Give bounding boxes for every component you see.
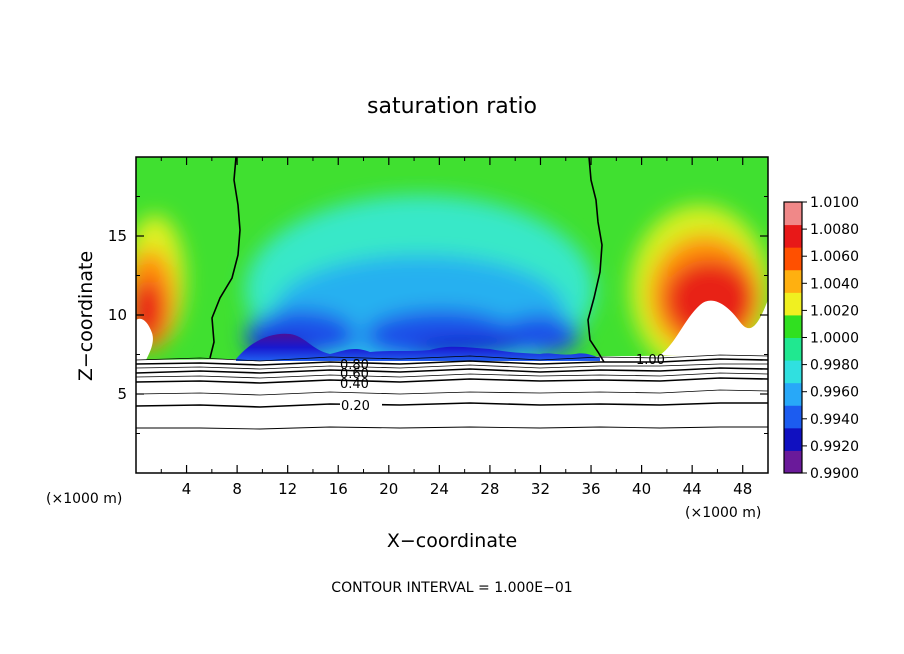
colorbar-label: 1.0040	[810, 276, 859, 292]
x-tick-label: 36	[581, 480, 600, 498]
y-tick-label: 10	[108, 306, 127, 324]
colorbar-swatch	[784, 427, 802, 451]
colorbar-label: 1.0080	[810, 222, 859, 238]
y-axis-label: Z−coordinate	[75, 251, 97, 381]
colorbar-swatch	[784, 269, 802, 293]
colorbar-swatch	[784, 292, 802, 316]
contour-line	[136, 354, 768, 362]
colorbar-swatch	[784, 224, 802, 248]
subsaturated-region	[136, 355, 768, 473]
saturation-line-left	[209, 157, 241, 359]
x-tick-label: 44	[683, 480, 702, 498]
y-tick-label: 5	[117, 385, 127, 403]
x-axis-ticks: 4 8 12 16 20 24 28 32 36 40 44 48	[160, 157, 752, 498]
x-tick-label: 28	[480, 480, 499, 498]
plot-area: 0.80 0.60 0.40 0.20 1.00	[136, 157, 768, 473]
colorbar-label: 1.0060	[810, 249, 859, 265]
colorbar-swatch	[784, 405, 802, 429]
x-tick-label: 32	[531, 480, 550, 498]
contour-line	[136, 426, 768, 430]
contour-label: 0.40	[340, 377, 369, 392]
x-unit-left: (×1000 m)	[46, 491, 122, 507]
y-tick-label: 15	[108, 227, 127, 245]
colorbar-swatch	[784, 314, 802, 338]
contour-label: 0.80	[340, 358, 369, 373]
blue-region-right	[500, 315, 580, 355]
colorbar-swatch	[784, 450, 802, 474]
colorbar-swatch	[784, 382, 802, 406]
contour-line	[136, 372, 768, 379]
colorbar-label: 1.0020	[810, 303, 859, 319]
x-axis-label: X−coordinate	[387, 530, 517, 552]
colorbar-label: 0.9980	[810, 358, 859, 374]
colorbar: 0.9900 0.9920 0.9940 0.9960 0.9980 1.0000 1.00…	[783, 195, 859, 482]
chart-title: saturation ratio	[367, 94, 537, 119]
white-pocket-left	[136, 318, 153, 360]
contour-line	[136, 389, 768, 396]
saturation-line-right	[587, 157, 605, 363]
colorbar-label: 0.9940	[810, 412, 859, 428]
contour-line	[136, 358, 768, 366]
colorbar-label: 0.9960	[810, 385, 859, 401]
contour-lines	[136, 354, 768, 430]
contour-line	[136, 402, 768, 408]
colorbar-label: 1.0100	[810, 195, 859, 211]
contour-line	[136, 377, 768, 384]
y-axis-ticks: 5 10 15	[108, 196, 768, 434]
colorbar-swatch	[784, 337, 802, 361]
white-pocket-right	[660, 300, 768, 360]
contour-label: 0.60	[340, 367, 369, 382]
colorbar-label: 0.9900	[810, 466, 859, 482]
colorbar-swatch	[784, 202, 802, 226]
contour-labels: 0.80 0.60 0.40 0.20 1.00	[340, 353, 665, 414]
x-tick-label: 40	[632, 480, 651, 498]
x-unit-right: (×1000 m)	[685, 505, 761, 521]
contour-label: 1.00	[636, 353, 665, 368]
x-tick-label: 24	[430, 480, 449, 498]
x-tick-label: 12	[278, 480, 297, 498]
contour-line	[136, 363, 768, 370]
contour-interval-note: CONTOUR INTERVAL = 1.000E−01	[331, 580, 572, 596]
x-tick-label: 4	[182, 480, 192, 498]
x-tick-label: 8	[232, 480, 242, 498]
low-ratio-band	[236, 333, 600, 361]
x-tick-label: 16	[329, 480, 348, 498]
x-tick-label: 20	[379, 480, 398, 498]
colorbar-label: 0.9920	[810, 439, 859, 455]
colorbar-label: 1.0000	[810, 331, 859, 347]
contour-label: 0.20	[341, 399, 370, 414]
contour-line	[136, 367, 768, 374]
x-tick-label: 48	[733, 480, 752, 498]
colorbar-swatch	[784, 247, 802, 271]
colorbar-swatch	[784, 360, 802, 384]
